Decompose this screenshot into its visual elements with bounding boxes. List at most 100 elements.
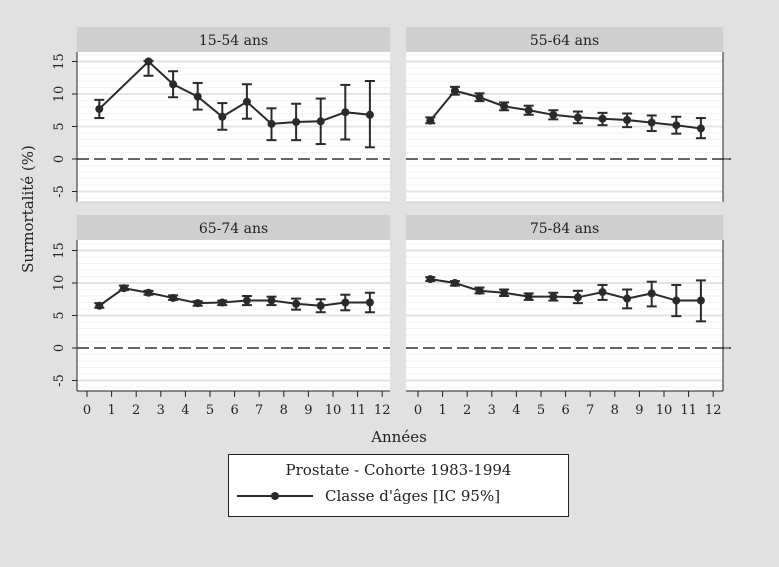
x-tick-label: 11 [349,403,366,418]
data-point [292,299,301,308]
data-point [573,113,582,122]
y-tick-label: -5 [52,374,67,387]
series-line [98,287,370,307]
x-tick-label: 11 [680,403,697,418]
x-tick-label: 1 [438,403,446,418]
data-point [144,288,153,297]
x-tick-label: 9 [635,403,643,418]
data-point [672,296,681,305]
data-point [696,124,705,133]
data-point [242,97,251,106]
data-point [316,301,325,310]
data-point [475,286,484,295]
data-point [426,116,435,125]
data-point [524,292,533,301]
x-tick-label: 7 [255,403,263,418]
data-point [267,119,276,128]
x-tick-label: 5 [206,403,214,418]
data-point [292,117,301,126]
x-tick-label: 0 [83,403,91,418]
x-tick-label: 3 [157,403,165,418]
data-point [549,292,558,301]
x-tick-label: 10 [325,403,342,418]
data-point [341,298,350,307]
x-tick-label: 5 [537,403,545,418]
x-tick-label: 2 [463,403,471,418]
panel-title: 65-74 ans [199,221,268,237]
x-tick-label: 2 [132,403,140,418]
y-tick-label: 15 [52,242,67,259]
x-tick-label: 12 [705,403,722,418]
data-point [169,293,178,302]
panel-strip [406,27,723,52]
data-point [193,299,202,308]
data-point [647,118,656,127]
y-tick-label: 10 [52,275,67,292]
data-point [193,92,202,101]
x-tick-label: 8 [611,403,619,418]
data-point [169,80,178,89]
data-point [450,279,459,287]
series-line [429,89,702,130]
x-tick-label: 8 [280,403,288,418]
y-tick-label: 0 [52,344,67,352]
x-tick-label: 10 [656,403,673,418]
x-tick-label: 9 [304,403,312,418]
x-tick-label: 12 [374,403,391,418]
data-point [95,104,104,113]
data-point [696,296,705,305]
data-point [365,110,374,119]
series-line [430,278,701,302]
data-point [365,298,374,307]
data-point [573,293,582,302]
panel-strip [77,215,390,240]
data-point [623,294,632,303]
y-tick-label: 15 [52,53,67,70]
panel-title: 15-54 ans [199,33,268,49]
x-tick-label: 6 [561,403,569,418]
data-point [500,288,509,297]
data-point [341,108,350,117]
data-point [475,93,484,102]
data-point [119,284,128,293]
x-tick-label: 3 [488,403,496,418]
legend-title: Prostate - Cohorte 1983-1994 [285,461,512,479]
panel-strip [406,215,723,240]
data-point [549,110,558,119]
x-tick-label: 6 [230,403,238,418]
data-point [426,275,435,284]
y-tick-label: -5 [52,185,67,198]
legend: Prostate - Cohorte 1983-1994 Classe d'âg… [228,454,569,517]
data-point [267,296,276,305]
panel-strip [77,27,390,52]
y-axis-title: Surmortalité (%) [19,145,37,273]
data-point [144,57,153,66]
legend-entry-label: Classe d'âges [IC 95%] [325,487,501,505]
data-point [524,106,533,115]
y-tick-label: 0 [52,155,67,163]
data-point [95,301,104,310]
y-tick-label: 10 [52,86,67,103]
data-point [623,116,632,124]
y-tick-label: 5 [52,311,67,319]
panel-title: 55-64 ans [530,33,599,49]
x-tick-label: 7 [586,403,594,418]
data-point [316,117,325,126]
data-point [218,112,227,121]
y-tick-label: 5 [52,122,67,130]
x-tick-label: 1 [107,403,115,418]
legend-entry: Classe d'âges [IC 95%] [237,487,500,505]
legend-marker-icon [237,489,313,503]
x-tick-label: 0 [414,403,422,418]
data-point [500,102,509,111]
panel-title: 75-84 ans [530,221,599,237]
x-tick-label: 4 [512,403,520,418]
x-tick-label: 4 [181,403,189,418]
data-point [598,288,607,297]
data-point [672,121,681,130]
data-point [242,296,251,305]
data-point [598,114,607,123]
data-point [218,298,227,307]
data-point [647,289,656,298]
